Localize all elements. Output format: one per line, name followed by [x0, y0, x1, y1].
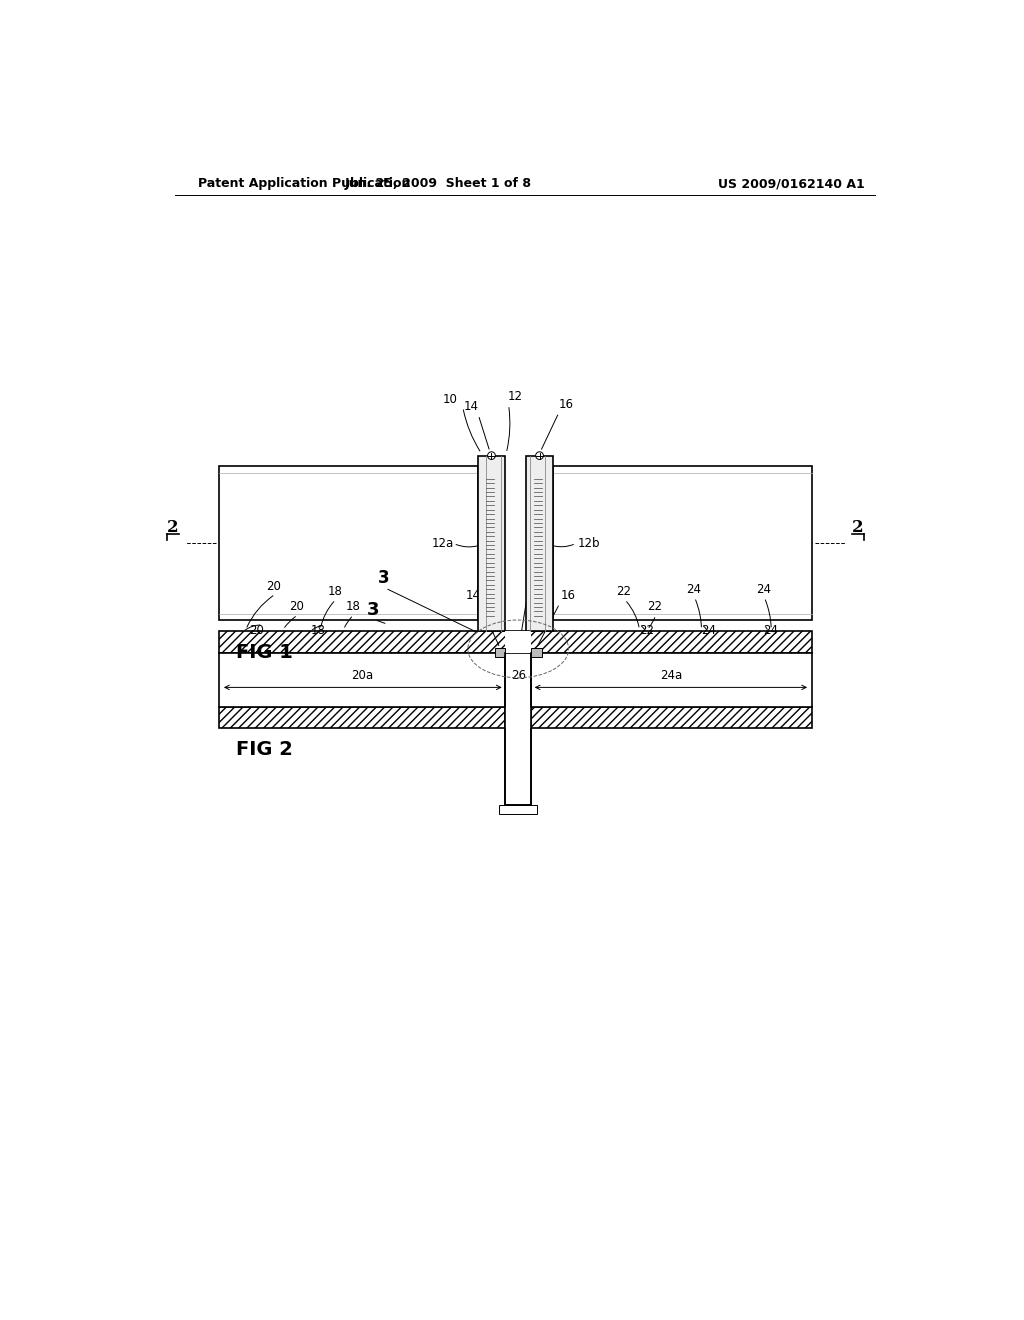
Text: 22: 22 — [647, 601, 663, 614]
Text: 10: 10 — [442, 392, 458, 405]
Text: 3: 3 — [378, 569, 389, 586]
Text: 24: 24 — [686, 582, 701, 595]
Text: 24: 24 — [764, 624, 778, 638]
Bar — [506, 653, 531, 805]
Text: 24: 24 — [701, 624, 717, 638]
Text: 16: 16 — [559, 397, 573, 411]
Text: 22: 22 — [616, 585, 632, 598]
Text: FIG 2: FIG 2 — [237, 739, 293, 759]
Text: 2: 2 — [167, 520, 179, 536]
Text: US 2009/0162140 A1: US 2009/0162140 A1 — [718, 177, 864, 190]
Text: 24: 24 — [756, 582, 771, 595]
Text: 12b: 12b — [578, 537, 600, 550]
Text: Jun. 25, 2009  Sheet 1 of 8: Jun. 25, 2009 Sheet 1 of 8 — [344, 177, 531, 190]
Circle shape — [487, 451, 496, 459]
Text: 12: 12 — [508, 391, 522, 404]
Bar — [526, 455, 553, 631]
Text: Patent Application Publication: Patent Application Publication — [198, 177, 411, 190]
Bar — [500, 805, 538, 814]
Text: 3: 3 — [367, 601, 379, 619]
Text: 16: 16 — [560, 589, 575, 602]
Text: 14: 14 — [466, 589, 480, 602]
Bar — [219, 706, 812, 729]
Text: 18: 18 — [328, 585, 342, 598]
Text: 20: 20 — [266, 579, 282, 593]
Bar — [478, 455, 505, 631]
Text: 12a: 12a — [431, 537, 454, 550]
Text: 18: 18 — [310, 624, 326, 638]
Bar — [219, 466, 478, 620]
Text: 24a: 24a — [660, 669, 682, 682]
Bar — [531, 648, 542, 657]
Bar — [506, 631, 531, 653]
Text: 2: 2 — [852, 520, 864, 536]
Text: 20a: 20a — [351, 669, 374, 682]
Bar — [219, 631, 812, 653]
Text: 26: 26 — [511, 669, 525, 682]
Text: 22: 22 — [640, 624, 654, 638]
Bar — [495, 648, 506, 657]
Bar — [506, 706, 531, 729]
Bar — [553, 466, 812, 620]
Text: 18: 18 — [345, 601, 360, 614]
Text: 12: 12 — [526, 577, 542, 590]
Circle shape — [536, 451, 544, 459]
Text: 20: 20 — [249, 624, 263, 638]
Text: 14: 14 — [463, 400, 478, 413]
Bar — [219, 653, 812, 706]
Text: 20: 20 — [290, 601, 304, 614]
Text: FIG 1: FIG 1 — [237, 644, 293, 663]
